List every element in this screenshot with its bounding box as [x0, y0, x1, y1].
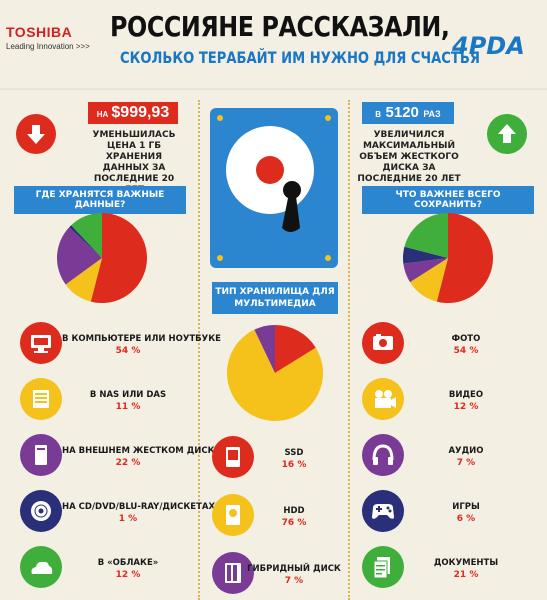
left-section-heading: ГДЕ ХРАНЯТСЯ ВАЖНЫЕ ДАННЫЕ? [14, 186, 186, 214]
list-item-value: 7 % [284, 576, 304, 586]
header-divider [0, 88, 547, 90]
video-icon [362, 378, 404, 420]
list-item-label: АУДИО [448, 446, 484, 456]
pie-slice [436, 213, 493, 303]
gamepad-icon [362, 490, 404, 532]
pie-slice [69, 225, 102, 258]
pie-slice [227, 329, 323, 421]
hard-disk-illustration [210, 108, 338, 268]
list-item-value: 12 % [453, 402, 479, 412]
arrow-up-icon [487, 114, 527, 154]
column-divider [198, 100, 200, 600]
computer-icon [20, 322, 62, 364]
pie-slice [57, 227, 102, 285]
price-value: $999,93 [111, 104, 170, 121]
column-divider [348, 100, 350, 600]
list-item-label: ВИДЕО [448, 390, 484, 400]
title-line1: РОССИЯНЕ РАССКАЗАЛИ, [110, 10, 450, 43]
list-item-label: В NAS ИЛИ DAS [89, 390, 167, 400]
pie-slice [65, 258, 102, 302]
capacity-value: 5120 [385, 104, 419, 121]
list-item-value: 21 % [453, 570, 479, 580]
list-item-value: 54 % [115, 346, 141, 356]
list-item-label: В «ОБЛАКЕ» [97, 558, 159, 568]
pie-slice [71, 213, 102, 258]
photo-icon [362, 322, 404, 364]
capacity-badge: В 5120 РАЗ [362, 102, 454, 124]
pie-slice [410, 258, 448, 302]
pie-slice [254, 325, 275, 373]
list-item-label: ФОТО [451, 334, 481, 344]
documents-icon [362, 546, 404, 588]
cloud-icon [20, 546, 62, 588]
external-drive-icon [20, 434, 62, 476]
list-item-label: В КОМПЬЮТЕРЕ ИЛИ НОУТБУКЕ [62, 334, 221, 344]
list-item-label: SSD [284, 448, 304, 458]
brand-tagline: Leading Innovation >>> [6, 42, 90, 51]
pie-slice [403, 246, 448, 264]
hdd-icon [212, 494, 254, 536]
list-item-label: ДОКУМЕНТЫ [433, 558, 499, 568]
list-item-value: 76 % [281, 518, 307, 528]
price-prefix: НА [96, 110, 109, 119]
list-item-label: HDD [283, 506, 305, 516]
list-item-label: ИГРЫ [452, 502, 480, 512]
storage-location-pie [57, 213, 147, 303]
capacity-suffix: РАЗ [423, 109, 441, 119]
list-item-value: 16 % [281, 460, 307, 470]
toshiba-logo: TOSHIBA Leading Innovation >>> [6, 24, 102, 51]
price-badge: НА $999,93 [88, 102, 178, 124]
title-line2: СКОЛЬКО ТЕРАБАЙТ ИМ НУЖНО ДЛЯ СЧАСТЬЯ [120, 48, 480, 67]
list-item-value: 22 % [115, 458, 141, 468]
hybrid-drive-icon [212, 552, 254, 594]
capacity-description: УВЕЛИЧИЛСЯ МАКСИМАЛЬНЫЙ ОБЪЕМ ЖЕСТКОГО Д… [357, 130, 461, 184]
pie-slice [404, 213, 448, 258]
pie-slice [90, 213, 147, 303]
list-item-value: 54 % [453, 346, 479, 356]
list-item-value: 12 % [115, 570, 141, 580]
ssd-icon [212, 436, 254, 478]
important-data-pie [403, 213, 493, 303]
list-item-label: ГИБРИДНЫЙ ДИСК [247, 564, 341, 574]
list-item-value: 1 % [118, 514, 138, 524]
list-item-value: 11 % [115, 402, 141, 412]
arrow-down-icon [16, 114, 56, 154]
right-section-heading: ЧТО ВАЖНЕЕ ВСЕГО СОХРАНИТЬ? [362, 186, 534, 214]
list-item-value: 7 % [456, 458, 476, 468]
list-item-value: 6 % [456, 514, 476, 524]
headphones-icon [362, 434, 404, 476]
pie-slice [275, 325, 316, 373]
disc-icon [20, 490, 62, 532]
middle-section-heading: ТИП ХРАНИЛИЩА ДЛЯ МУЛЬТИМЕДИА [212, 282, 338, 314]
brand-name: TOSHIBA [6, 24, 73, 40]
list-item-label: НА ВНЕШНЕМ ЖЕСТКОМ ДИСКЕ [62, 446, 221, 456]
nas-icon [20, 378, 62, 420]
capacity-prefix: В [375, 110, 382, 119]
brand-right-name: 4PDA [452, 32, 525, 60]
4pda-logo: 4PDA [452, 32, 542, 62]
pie-slice [403, 258, 448, 283]
list-item-label: НА CD/DVD/BLU-RAY/ДИСКЕТАХ [62, 502, 216, 512]
media-storage-pie [227, 325, 323, 421]
